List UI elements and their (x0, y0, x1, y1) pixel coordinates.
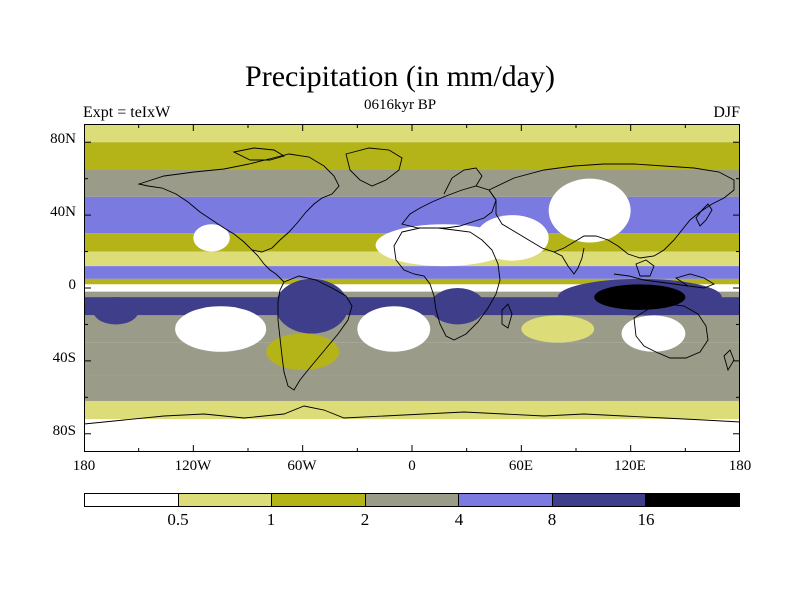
precip-region-11 (621, 315, 686, 352)
coastline-central-america (251, 249, 285, 283)
precipitation-regions (93, 178, 722, 370)
lon-label-120e: 120E (614, 458, 646, 474)
lon-label-60w: 60W (287, 458, 317, 474)
colorbar-swatch-5 (552, 494, 647, 506)
precip-region-2 (521, 315, 595, 343)
precip-band-7 (84, 278, 740, 285)
colorbar-swatch-0 (85, 494, 179, 506)
coastline-asia (488, 163, 735, 259)
colorbar-swatch-3 (365, 494, 460, 506)
colorbar-label-16: 16 (637, 510, 655, 529)
colorbar-label-2: 2 (360, 510, 370, 529)
lat-label-40s: 40S (52, 350, 76, 366)
precip-band-2 (84, 169, 740, 197)
precip-band-0 (84, 124, 740, 143)
coastline-arctic-islands (232, 147, 286, 161)
lon-label-180w: 180 (72, 458, 96, 474)
coastline-antarctica (84, 405, 740, 425)
precip-region-7 (275, 278, 349, 334)
precip-region-12 (266, 333, 340, 370)
precipitation-map (84, 124, 740, 452)
coastline-scandinavia (443, 167, 483, 195)
coastline-south-america (277, 275, 353, 391)
coastline-japan (695, 203, 713, 227)
coastline-new-zealand (723, 349, 735, 372)
coastline-indonesia (613, 273, 689, 287)
precip-region-0 (175, 306, 267, 352)
lon-label-0: 0 (408, 458, 416, 474)
chart-title: Precipitation (in mm/day) (245, 60, 555, 93)
precip-band-6 (84, 266, 740, 279)
colorbar-label-4: 4 (454, 510, 464, 529)
coastline-africa (393, 227, 501, 341)
coastline-borneo (635, 259, 655, 277)
coastline-greenland (345, 147, 403, 187)
coastlines (84, 147, 740, 425)
experiment-label: Expt = teIxW (83, 104, 171, 121)
lat-label-80s: 80S (52, 423, 76, 439)
colorbar (84, 493, 740, 507)
precip-region-6 (193, 224, 230, 252)
precip-region-4 (475, 215, 549, 261)
precip-region-8 (430, 288, 485, 325)
colorbar-label-1: 1 (266, 510, 276, 529)
lat-label-40n: 40N (50, 204, 76, 220)
lat-label-80n: 80N (50, 131, 76, 147)
colorbar-swatch-2 (272, 494, 366, 506)
precip-band-9 (84, 291, 740, 298)
map-ticks (84, 124, 740, 452)
lon-label-120w: 120W (174, 458, 212, 474)
colorbar-label-8: 8 (547, 510, 557, 529)
precip-band-13 (84, 375, 740, 401)
precip-region-10 (594, 284, 686, 310)
coastline-australia (633, 303, 709, 359)
lat-label-0: 0 (68, 277, 77, 293)
colorbar-label-0-5: 0.5 (167, 510, 189, 529)
coastline-madagascar (501, 303, 513, 329)
coastline-india (553, 247, 585, 275)
map-svg (84, 124, 740, 452)
colorbar-swatch-4 (459, 494, 553, 506)
precip-region-5 (548, 178, 631, 243)
colorbar-swatch-6 (646, 494, 740, 506)
lon-label-180e: 180 (728, 458, 752, 474)
precip-region-13 (93, 297, 139, 325)
precip-band-8 (84, 284, 740, 292)
coastline-north-america (137, 153, 340, 253)
precip-band-1 (84, 142, 740, 170)
colorbar-swatch-1 (178, 494, 273, 506)
precip-region-1 (357, 306, 431, 352)
lon-label-60e: 60E (508, 458, 534, 474)
coastline-new-guinea (674, 273, 716, 289)
chart-subtitle: 0616kyr BP (363, 97, 437, 113)
season-label: DJF (713, 104, 740, 121)
